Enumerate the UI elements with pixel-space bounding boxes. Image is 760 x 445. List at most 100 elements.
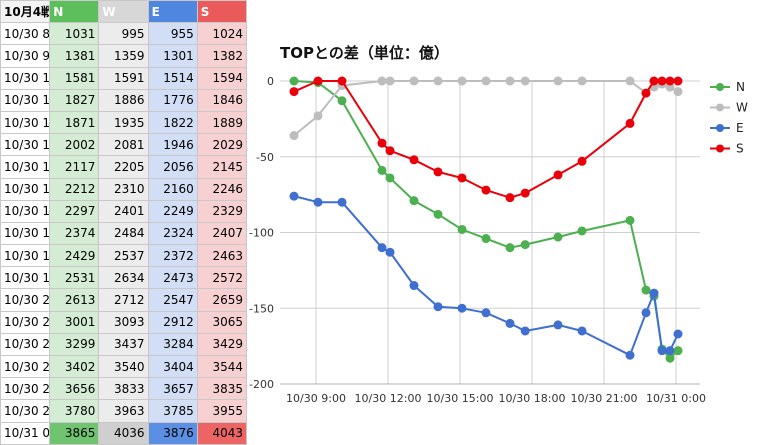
point-s (657, 76, 667, 86)
point-n (665, 353, 675, 363)
cell-s: 4043 (196, 421, 248, 445)
cell-time: 10/30 23:45 (0, 399, 51, 423)
cell-s: 2659 (196, 288, 248, 312)
cell-w: 2401 (98, 199, 149, 223)
x-tick-label: 10/30 12:00 (355, 392, 422, 405)
cell-w: 2205 (98, 155, 149, 179)
cell-e: 2372 (147, 244, 198, 268)
point-s (409, 155, 419, 165)
point-s (337, 76, 347, 86)
cell-time: 10/30 8:05 (0, 22, 51, 46)
cell-e: 2249 (147, 199, 198, 223)
table-row: 10/30 20:052613271225472659 (0, 288, 248, 312)
cell-e: 3284 (147, 332, 198, 357)
legend-marker-n (716, 83, 724, 91)
point-w (625, 76, 635, 86)
cell-n: 1827 (49, 88, 100, 112)
cell-w: 2712 (98, 288, 149, 312)
point-w (457, 76, 467, 86)
cell-w: 995 (98, 22, 149, 46)
cell-e: 3876 (147, 421, 198, 445)
cell-time: 10/30 23:25 (0, 377, 51, 401)
table-row: 10/30 9:051381135913011382 (0, 44, 248, 68)
y-tick-label: -50 (256, 151, 274, 164)
cell-e: 2473 (147, 266, 198, 290)
cell-w: 2081 (98, 133, 149, 157)
cell-w: 1591 (98, 66, 149, 90)
y-tick-label: 0 (267, 75, 274, 88)
cell-e: 2056 (147, 155, 198, 179)
cell-n: 1871 (49, 110, 100, 135)
point-e (457, 303, 467, 313)
table-row: 10/30 23:253656383336573835 (0, 377, 248, 401)
cell-n: 3402 (49, 354, 100, 379)
cell-time: 10/30 10:05 (0, 66, 51, 90)
y-tick-label: -200 (249, 378, 274, 391)
x-tick-label: 10/30 18:00 (499, 392, 566, 405)
cell-n: 1031 (49, 22, 100, 46)
cell-w: 3540 (98, 354, 149, 379)
cell-n: 1381 (49, 44, 100, 68)
point-n (577, 226, 587, 236)
cell-e: 1301 (147, 44, 198, 68)
point-n (553, 232, 563, 242)
cell-n: 2297 (49, 199, 100, 223)
point-s (625, 118, 635, 128)
legend-label-e: E (736, 121, 744, 135)
cell-time: 10/30 12:05 (0, 110, 51, 135)
point-s (481, 185, 491, 195)
point-w (313, 111, 323, 121)
cell-s: 1594 (196, 66, 248, 90)
x-tick-label: 10/30 9:00 (286, 392, 346, 405)
point-w (505, 76, 515, 86)
point-s (553, 170, 563, 180)
cell-n: 2613 (49, 288, 100, 312)
point-e (377, 243, 387, 253)
point-s (385, 146, 395, 156)
cell-s: 2029 (196, 133, 248, 157)
cell-w: 2537 (98, 244, 149, 268)
cell-time: 10/30 19:05 (0, 266, 51, 290)
cell-n: 2002 (49, 133, 100, 157)
table-row: 10/30 22:453299343732843429 (0, 332, 248, 357)
table-row: 10/30 17:052374248423242407 (0, 221, 248, 246)
cell-time: 10/30 13:05 (0, 133, 51, 157)
table-row: 10/31 0:053865403638764043 (0, 421, 248, 445)
cell-w: 2310 (98, 177, 149, 201)
table-row: 10/30 8:0510319959551024 (0, 22, 248, 46)
point-n (625, 215, 635, 225)
cell-time: 10/30 22:05 (0, 310, 51, 334)
point-s (665, 76, 675, 86)
series-line-e (293, 195, 679, 357)
table-row: 10/30 13:052002208119462029 (0, 133, 248, 157)
point-s (505, 193, 515, 203)
cell-w: 2634 (98, 266, 149, 290)
x-tick-label: 10/30 21:00 (571, 392, 638, 405)
legend-label-n: N (736, 80, 745, 94)
cell-n: 2429 (49, 244, 100, 268)
cell-s: 2463 (196, 244, 248, 268)
legend-label-s: S (736, 142, 744, 156)
point-e (313, 197, 323, 207)
point-e (289, 191, 299, 201)
point-n (377, 165, 387, 175)
point-e (657, 346, 667, 356)
point-e (337, 197, 347, 207)
point-e (505, 318, 515, 328)
cell-e: 3785 (147, 399, 198, 423)
cell-time: 10/30 15:05 (0, 177, 51, 201)
point-n (409, 196, 419, 206)
cell-e: 3404 (147, 354, 198, 379)
point-n (433, 209, 443, 219)
point-w (481, 76, 491, 86)
table-row: 10/30 19:052531263424732572 (0, 266, 248, 290)
cell-time: 10/30 17:05 (0, 221, 51, 246)
legend-marker-w (716, 103, 724, 112)
table-row: 10/30 23:053402354034043544 (0, 354, 248, 379)
cell-n: 2212 (49, 177, 100, 201)
table-row: 10/30 14:052117220520562145 (0, 155, 248, 179)
cell-w: 3093 (98, 310, 149, 334)
cell-w: 1886 (98, 88, 149, 112)
table-header-row: 10月4戦目 N W E S (0, 0, 248, 24)
cell-w: 1935 (98, 110, 149, 135)
